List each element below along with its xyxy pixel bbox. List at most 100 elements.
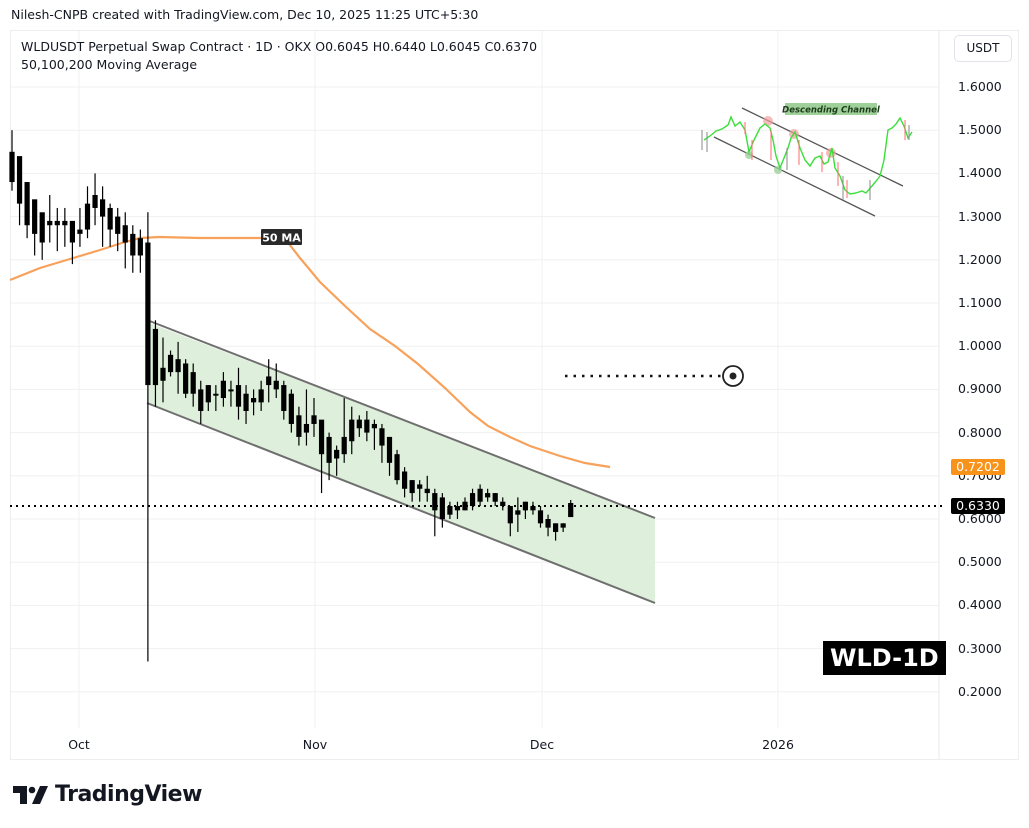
candle[interactable] [47, 195, 53, 243]
candle[interactable] [485, 488, 491, 502]
candle[interactable] [258, 380, 264, 411]
candle[interactable] [334, 445, 340, 476]
candle[interactable] [409, 480, 415, 502]
candle[interactable] [24, 182, 30, 239]
candle[interactable] [190, 363, 196, 407]
candle[interactable] [115, 207, 121, 252]
candle[interactable] [318, 419, 325, 494]
candle[interactable] [402, 467, 408, 498]
candle[interactable] [537, 506, 544, 528]
candle[interactable] [311, 398, 317, 437]
candle[interactable] [16, 156, 23, 226]
candle[interactable] [235, 367, 242, 420]
candle[interactable] [77, 207, 83, 247]
candle[interactable] [175, 341, 181, 394]
y-axis-label: 1.0000 [958, 338, 1002, 354]
candle[interactable] [100, 186, 106, 247]
indicator-name[interactable]: 50,100,200 Moving Average [21, 57, 198, 72]
candle[interactable] [39, 212, 45, 260]
channel-lower-line[interactable] [146, 402, 656, 604]
y-axis-label: 1.3000 [958, 208, 1002, 224]
y-axis-label: 0.9000 [958, 381, 1002, 397]
candle[interactable] [349, 406, 355, 455]
candle[interactable] [205, 385, 211, 411]
candle[interactable] [228, 380, 234, 407]
candle[interactable] [213, 385, 219, 411]
candle[interactable] [130, 225, 136, 273]
candlesticks[interactable] [9, 130, 574, 662]
y-axis-label: 1.5000 [958, 122, 1002, 138]
candle[interactable] [356, 415, 362, 437]
ma50-price-tag: 0.7202 [951, 459, 1005, 475]
candle[interactable] [432, 488, 438, 537]
candle[interactable] [364, 411, 370, 442]
candle[interactable] [122, 212, 128, 269]
candle[interactable] [568, 499, 574, 518]
candle[interactable] [266, 359, 272, 403]
candle[interactable] [198, 380, 204, 424]
target-circle-icon[interactable] [722, 365, 744, 387]
candle[interactable] [394, 449, 400, 485]
candle[interactable] [515, 497, 521, 532]
candle[interactable] [281, 380, 287, 420]
symbol-ohlc[interactable]: WLDUSDT Perpetual Swap Contract · 1D · O… [21, 39, 538, 54]
candle[interactable] [62, 207, 68, 247]
x-label-oct: Oct [68, 737, 90, 752]
candle[interactable] [386, 436, 393, 476]
candle[interactable] [296, 406, 302, 446]
candle[interactable] [183, 359, 189, 399]
candle[interactable] [9, 130, 15, 191]
candle[interactable] [507, 506, 513, 537]
candle[interactable] [84, 186, 91, 239]
candle[interactable] [152, 320, 159, 407]
descending-channel-fill [147, 322, 655, 603]
candle[interactable] [303, 389, 310, 446]
candle[interactable] [545, 514, 551, 537]
candle[interactable] [326, 432, 332, 481]
inset-descending-channel: Descending Channel [701, 103, 913, 217]
candle[interactable] [107, 203, 113, 247]
candle[interactable] [447, 501, 453, 519]
channel-upper-line[interactable] [146, 319, 656, 519]
candle[interactable] [522, 501, 528, 519]
candle[interactable] [477, 484, 483, 507]
inset-label: Descending Channel [782, 106, 881, 116]
candle[interactable] [251, 389, 257, 416]
y-axis-label: 0.5000 [958, 554, 1002, 570]
candle[interactable] [288, 389, 294, 433]
vertical-grid [78, 31, 940, 759]
candle[interactable] [54, 207, 60, 252]
candle[interactable] [220, 372, 226, 407]
ma-label: 50 MA [261, 229, 302, 245]
candle[interactable] [454, 501, 461, 519]
candle[interactable] [371, 419, 377, 450]
candle[interactable] [379, 423, 385, 463]
y-axis-label: 1.6000 [958, 79, 1002, 94]
tradingview-logo[interactable]: TradingView [13, 782, 202, 807]
candle[interactable] [32, 199, 38, 256]
chart-credit: Nilesh-CNPB created with TradingView.com… [11, 7, 479, 22]
candle[interactable] [92, 173, 98, 226]
candle[interactable] [167, 350, 174, 377]
candle[interactable] [560, 523, 566, 532]
candle[interactable] [500, 497, 506, 511]
candle[interactable] [492, 493, 498, 507]
y-axis-label: 1.1000 [958, 295, 1002, 310]
candle[interactable] [341, 398, 347, 463]
y-axis-label: 1.2000 [958, 251, 1002, 267]
candle[interactable] [424, 475, 430, 502]
currency-button[interactable]: USDT [954, 35, 1012, 62]
candle[interactable] [69, 220, 75, 265]
candle[interactable] [243, 385, 249, 424]
candle[interactable] [137, 229, 143, 273]
candle[interactable] [273, 363, 279, 399]
candle[interactable] [439, 493, 445, 528]
candle[interactable] [530, 501, 536, 515]
candle[interactable] [462, 497, 468, 511]
chart-legend: WLDUSDT Perpetual Swap Contract · 1D · O… [21, 38, 537, 74]
candle[interactable] [145, 212, 151, 662]
candle[interactable] [160, 337, 166, 403]
candle[interactable] [417, 480, 423, 502]
candle[interactable] [553, 523, 559, 541]
